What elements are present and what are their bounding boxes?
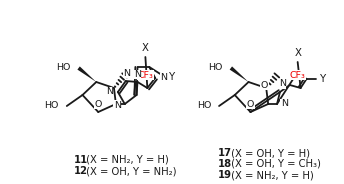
Text: CF₃: CF₃: [290, 70, 306, 79]
Text: (X = NH₂, Y = H): (X = NH₂, Y = H): [228, 170, 314, 180]
Text: Y: Y: [169, 72, 175, 82]
Text: 19: 19: [218, 170, 232, 180]
Text: O: O: [261, 81, 268, 89]
Text: O: O: [247, 100, 254, 109]
Text: HO: HO: [208, 63, 223, 72]
Text: (X = OH, Y = H): (X = OH, Y = H): [228, 148, 310, 158]
Text: N: N: [160, 73, 167, 82]
Text: N: N: [281, 100, 288, 109]
Text: N: N: [279, 79, 286, 89]
Text: X: X: [294, 48, 301, 58]
Text: (X = NH₂, Y = H): (X = NH₂, Y = H): [84, 155, 169, 165]
Polygon shape: [230, 66, 248, 82]
Text: 18: 18: [218, 159, 232, 169]
Text: 12: 12: [74, 166, 88, 176]
Text: X: X: [142, 43, 149, 53]
Text: N: N: [114, 100, 121, 109]
Text: 17: 17: [218, 148, 232, 158]
Text: HO: HO: [45, 102, 59, 111]
Text: (X = OH, Y = CH₃): (X = OH, Y = CH₃): [228, 159, 321, 169]
Text: 11: 11: [74, 155, 88, 165]
Text: N: N: [123, 69, 130, 78]
Text: O: O: [95, 100, 102, 109]
Text: N: N: [106, 88, 113, 96]
Text: CF₃: CF₃: [138, 70, 153, 79]
Text: N: N: [134, 70, 141, 79]
Text: HO: HO: [197, 102, 211, 111]
Text: (X = OH, Y = NH₂): (X = OH, Y = NH₂): [84, 166, 177, 176]
Polygon shape: [77, 66, 96, 82]
Text: HO: HO: [56, 63, 71, 72]
Text: Y: Y: [320, 74, 326, 84]
